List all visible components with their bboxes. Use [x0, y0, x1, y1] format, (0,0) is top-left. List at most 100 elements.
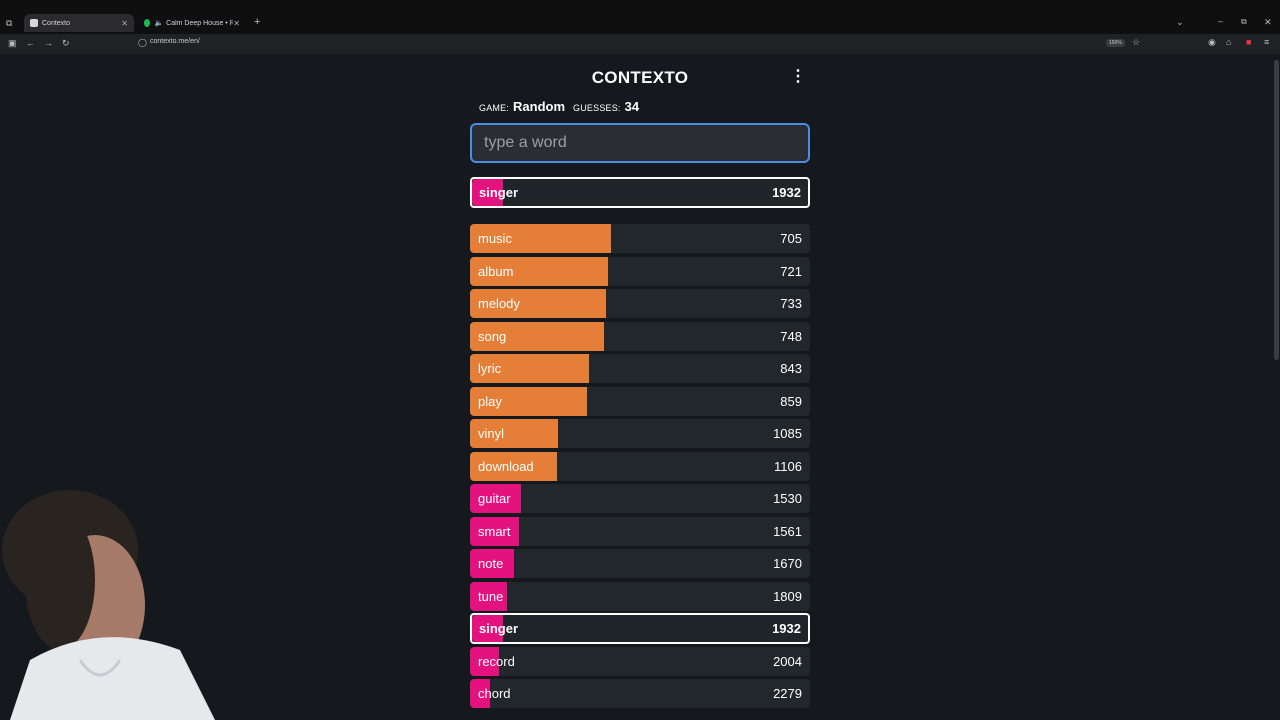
guess-row: vinyl 1085	[470, 419, 810, 448]
guess-rank: 1809	[773, 588, 802, 604]
guess-word: album	[478, 263, 514, 279]
bookmark-star-icon[interactable]: ☆	[1132, 37, 1141, 47]
tab-label: Contexto	[42, 19, 71, 27]
guess-row: melody 733	[470, 289, 810, 318]
similarity-bar	[470, 386, 587, 416]
minimize-icon[interactable]: –	[1218, 16, 1224, 26]
page-title: CONTEXTO	[591, 68, 689, 87]
guess-rank: 843	[780, 361, 802, 376]
guess-word: song	[478, 328, 507, 344]
guess-rank: 705	[780, 231, 802, 246]
game-value: Random	[513, 99, 566, 114]
spotify-favicon-icon	[144, 19, 151, 27]
guess-rank: 1085	[773, 426, 802, 441]
guess-rank: 2279	[773, 686, 802, 701]
last-guess-row: singer 1932	[470, 177, 810, 208]
guess-row: singer 1932	[470, 613, 810, 644]
similarity-bar	[470, 224, 611, 253]
guess-word: vinyl	[478, 426, 505, 441]
similarity-bar	[472, 615, 503, 642]
guess-rank: 1530	[773, 491, 802, 506]
back-icon[interactable]: ←	[26, 38, 35, 48]
guesses-count: 34	[624, 99, 640, 114]
page-scrollbar[interactable]	[1274, 60, 1279, 360]
extensions-icon[interactable]: ⌂	[1226, 37, 1232, 47]
reload-icon[interactable]: ↻	[62, 38, 70, 48]
word-input-container	[470, 123, 810, 163]
guess-row: record 2004	[470, 646, 810, 676]
word-input[interactable]	[472, 125, 808, 161]
guess-word: singer	[479, 621, 519, 636]
guess-row: smart 1561	[470, 516, 810, 546]
guess-row: guitar 1530	[470, 484, 810, 513]
guess-row: note 1670	[470, 549, 810, 578]
similarity-bar	[470, 289, 606, 318]
similarity-bar	[470, 256, 608, 286]
guess-word: tune	[478, 588, 504, 604]
game-info: GAME: Random GUESSES: 34	[479, 99, 639, 114]
zoom-level[interactable]: 150%	[1106, 39, 1125, 47]
account-icon[interactable]: ◉	[1208, 37, 1216, 47]
guess-row: album 721	[470, 256, 810, 286]
restore-icon[interactable]: ⧉	[1241, 17, 1247, 26]
close-tab-icon[interactable]: ✕	[121, 18, 128, 28]
guess-rank: 733	[780, 296, 802, 311]
guess-word: music	[478, 231, 512, 246]
guess-word: download	[478, 458, 534, 474]
guess-rank: 2004	[773, 653, 802, 669]
address-bar: ▣ ← → ↻ ◯ ☆ ◉ ⌂ ■ ≡	[0, 34, 1280, 54]
guess-word: melody	[478, 296, 520, 311]
similarity-bar	[470, 321, 604, 351]
webcam-overlay	[0, 490, 220, 720]
similarity-bar	[470, 419, 558, 448]
similarity-bar	[470, 516, 519, 546]
tab-music[interactable]: 🔈 Calm Deep House • Royalt ✕	[138, 14, 246, 32]
tab-label: Calm Deep House • Royalt	[166, 19, 234, 27]
similarity-bar	[470, 549, 514, 578]
guess-rank: 1106	[774, 458, 802, 474]
similarity-bar	[470, 484, 521, 513]
contexto-favicon-icon	[30, 19, 38, 27]
guesses-label: GUESSES:	[573, 103, 621, 113]
extension-badge-icon[interactable]: ■	[1246, 37, 1252, 47]
browser-tab-strip: ⧉ Contexto ✕ 🔈 Calm Deep House • Royalt …	[0, 0, 1280, 34]
webcam-person-image	[0, 490, 220, 720]
guess-row: song 748	[470, 321, 810, 351]
menu-icon[interactable]: ≡	[1264, 37, 1270, 47]
new-tab-icon[interactable]: +	[254, 16, 261, 28]
guess-row: play 859	[470, 386, 810, 416]
close-window-icon[interactable]: ✕	[1264, 17, 1272, 27]
similarity-bar	[470, 451, 557, 481]
more-options-icon[interactable]: ⋮	[790, 68, 806, 85]
guess-word: chord	[478, 686, 511, 701]
similarity-bar	[470, 581, 507, 611]
tab-list-icon[interactable]: ⧉	[6, 18, 13, 28]
shield-icon[interactable]: ◯	[138, 38, 147, 47]
guess-row: tune 1809	[470, 581, 810, 611]
guess-word: smart	[478, 523, 511, 539]
guess-row: music 705	[470, 224, 810, 253]
forward-icon[interactable]: →	[44, 38, 53, 48]
close-tab-icon[interactable]: ✕	[233, 18, 240, 28]
url-text[interactable]: contexto.me/en/	[150, 38, 200, 45]
guess-row: download 1106	[470, 451, 810, 481]
guess-word: guitar	[478, 491, 511, 506]
guess-rank: 1561	[773, 523, 802, 539]
similarity-bar	[472, 179, 503, 206]
similarity-bar	[470, 354, 589, 383]
guess-rank: 748	[780, 328, 802, 344]
guess-word: note	[478, 556, 504, 571]
guess-word: play	[478, 393, 502, 409]
sidebar-icon[interactable]: ▣	[8, 38, 17, 48]
chevron-down-icon[interactable]: ⌄	[1176, 17, 1184, 27]
guess-rank: 1932	[772, 621, 801, 636]
similarity-bar	[470, 646, 499, 676]
guess-rank: 1670	[773, 556, 802, 571]
guess-row: lyric 843	[470, 354, 810, 383]
guess-word: record	[478, 653, 515, 669]
guess-row: chord 2279	[470, 679, 810, 708]
guess-rank: 721	[780, 263, 802, 279]
tab-contexto[interactable]: Contexto ✕	[24, 14, 134, 32]
speaker-icon: 🔈	[154, 20, 164, 27]
game-label: GAME:	[479, 103, 510, 113]
